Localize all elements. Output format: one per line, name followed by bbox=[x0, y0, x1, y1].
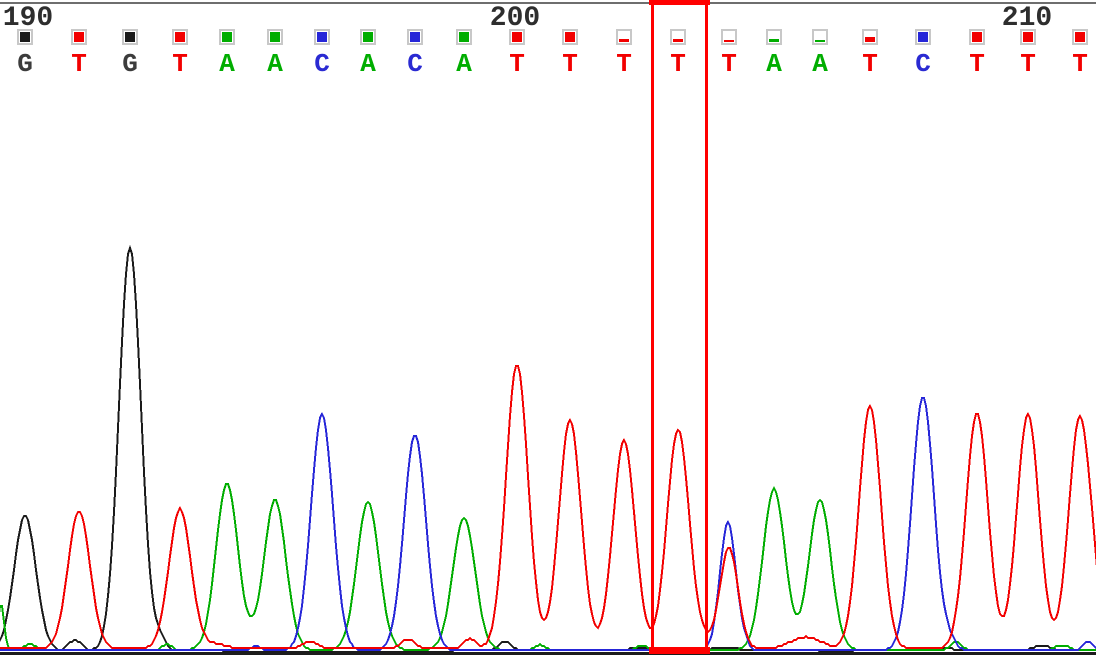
top-border-line bbox=[0, 2, 1096, 4]
base-call-208[interactable]: C bbox=[915, 49, 931, 79]
base-call-190[interactable]: G bbox=[17, 49, 33, 79]
base-call-199[interactable]: A bbox=[456, 49, 472, 79]
base-call-192[interactable]: G bbox=[122, 49, 138, 79]
base-call-207[interactable]: T bbox=[862, 49, 878, 79]
quality-fill-201 bbox=[565, 32, 575, 42]
position-label-190: 190 bbox=[3, 3, 53, 34]
position-label-200: 200 bbox=[490, 3, 540, 34]
base-call-194[interactable]: A bbox=[219, 49, 235, 79]
quality-fill-207 bbox=[865, 37, 875, 42]
quality-fill-191 bbox=[74, 32, 84, 42]
highlight-box-top-edge bbox=[649, 0, 710, 5]
base-call-201[interactable]: T bbox=[562, 49, 578, 79]
quality-fill-195 bbox=[270, 32, 280, 42]
trace-A-line bbox=[0, 483, 1096, 651]
quality-fill-209 bbox=[972, 32, 982, 42]
base-call-197[interactable]: A bbox=[360, 49, 376, 79]
quality-fill-198 bbox=[410, 32, 420, 42]
quality-fill-192 bbox=[125, 32, 135, 42]
quality-fill-199 bbox=[459, 32, 469, 42]
position-label-210: 210 bbox=[1002, 3, 1052, 34]
quality-fill-194 bbox=[222, 32, 232, 42]
base-call-204[interactable]: T bbox=[721, 49, 737, 79]
base-call-206[interactable]: A bbox=[812, 49, 828, 79]
quality-fill-200 bbox=[512, 32, 522, 42]
base-call-198[interactable]: C bbox=[407, 49, 423, 79]
quality-fill-196 bbox=[317, 32, 327, 42]
quality-fill-210 bbox=[1023, 32, 1033, 42]
base-call-193[interactable]: T bbox=[172, 49, 188, 79]
base-call-191[interactable]: T bbox=[71, 49, 87, 79]
base-call-205[interactable]: A bbox=[766, 49, 782, 79]
highlight-box bbox=[649, 0, 710, 654]
quality-fill-197 bbox=[363, 32, 373, 42]
quality-fill-193 bbox=[175, 32, 185, 42]
trace-C-line bbox=[0, 397, 1096, 651]
base-call-203[interactable]: T bbox=[670, 49, 686, 79]
quality-fill-211 bbox=[1075, 32, 1085, 42]
baseline-axis bbox=[0, 652, 1096, 655]
quality-fill-206 bbox=[815, 40, 825, 42]
trace-T-line bbox=[0, 365, 1096, 649]
quality-fill-208 bbox=[918, 32, 928, 42]
base-call-202[interactable]: T bbox=[616, 49, 632, 79]
quality-fill-205 bbox=[769, 39, 779, 42]
quality-fill-202 bbox=[619, 39, 629, 42]
base-call-210[interactable]: T bbox=[1020, 49, 1036, 79]
trace-lines bbox=[0, 244, 1096, 653]
base-call-209[interactable]: T bbox=[969, 49, 985, 79]
quality-fill-190 bbox=[20, 32, 30, 42]
base-call-211[interactable]: T bbox=[1072, 49, 1088, 79]
quality-fill-204 bbox=[724, 40, 734, 42]
position-ruler: 190 200 210 bbox=[3, 3, 1052, 34]
highlight-box-bottom-edge bbox=[649, 647, 710, 654]
base-call-200[interactable]: T bbox=[509, 49, 525, 79]
quality-fill-203 bbox=[673, 39, 683, 42]
highlight-box-left-edge bbox=[651, 0, 654, 654]
highlight-box-right-edge bbox=[705, 0, 708, 654]
quality-squares bbox=[17, 29, 1088, 45]
base-call-196[interactable]: C bbox=[314, 49, 330, 79]
base-call-195[interactable]: A bbox=[267, 49, 283, 79]
